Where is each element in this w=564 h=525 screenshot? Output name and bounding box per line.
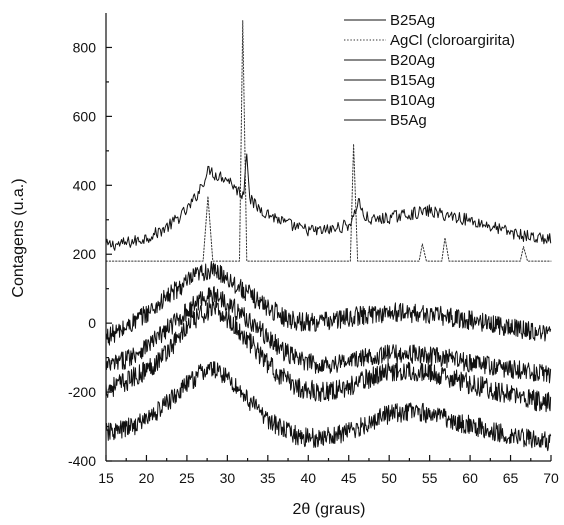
y-tick-label: 200 [73,246,97,262]
legend: B25Ag AgCl (cloroargirita) B20Ag B15Ag B10Ag… [344,12,515,129]
y-tick-label: -200 [68,384,96,400]
x-tick-label: 55 [422,470,438,486]
y-tick-label: 800 [73,39,97,55]
x-tick-label: 40 [300,470,316,486]
x-tick-label: 50 [381,470,397,486]
series-line-b25ag [105,153,552,251]
series-line-agcl-cloroargirita [105,20,552,262]
x-axis-title: 2θ (graus) [293,501,366,518]
x-tick-label: 70 [543,470,559,486]
x-tick-label: 25 [179,470,195,486]
legend-label: B10Ag [390,92,435,109]
x-tick-label: 20 [139,470,155,486]
x-tick-label: 45 [341,470,357,486]
legend-label: B15Ag [390,72,435,89]
axes-layer: 15 20 25 30 35 40 45 50 55 60 65 70 -400 -200 0 200 400 6… [68,13,559,486]
series-layer [105,20,552,452]
x-tick-label: 60 [462,470,478,486]
series-line-b5ag [105,361,552,452]
legend-label: B5Ag [390,112,427,129]
series-line-b15ag [105,286,552,384]
y-axis-title: Contagens (u.a.) [10,178,27,297]
y-tick-label: 0 [88,315,96,331]
x-tick-label: 65 [503,470,519,486]
x-tick-label: 35 [260,470,276,486]
series-line-b20ag [105,260,552,346]
x-tick-label: 15 [98,470,114,486]
legend-label: AgCl (cloroargirita) [390,32,515,49]
series-line-b10ag [105,300,552,413]
y-tick-label: -400 [68,453,96,469]
y-tick-label: 400 [73,177,97,193]
x-tick-label: 30 [220,470,236,486]
y-tick-label: 600 [73,108,97,124]
legend-label: B25Ag [390,12,435,29]
legend-label: B20Ag [390,52,435,69]
